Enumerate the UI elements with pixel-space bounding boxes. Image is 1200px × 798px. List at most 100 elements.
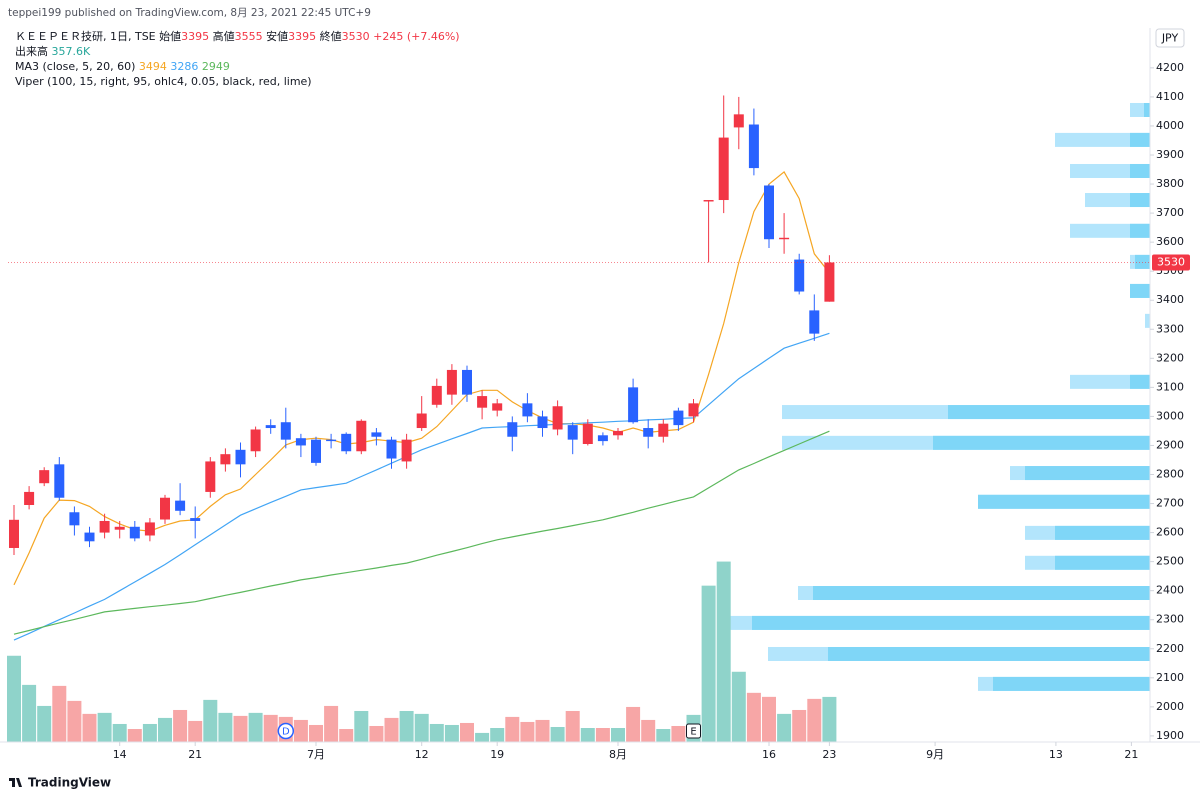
candle-body	[688, 403, 699, 417]
profile-up	[1130, 223, 1150, 238]
candle-body	[205, 461, 216, 492]
header-viper: Viper (100, 15, right, 95, ohlc4, 0.05, …	[15, 75, 312, 88]
y-tick-label: 2900	[1156, 438, 1184, 451]
profile-up	[752, 615, 1150, 630]
profile-total	[1055, 132, 1150, 147]
candle-body	[69, 512, 80, 526]
candle-body	[809, 310, 820, 334]
volume-bar	[22, 684, 37, 742]
volume-bar	[263, 714, 278, 742]
event-label: D	[282, 727, 290, 738]
y-tick-label: 3800	[1156, 177, 1184, 190]
candle-body	[507, 422, 518, 437]
volume-bar	[762, 696, 776, 742]
x-tick-label: 19	[490, 748, 504, 761]
y-tick-label: 3200	[1156, 351, 1184, 364]
candle-body	[39, 470, 50, 484]
volume-bar	[746, 692, 761, 742]
volume-bar	[112, 723, 127, 742]
x-tick-label: 16	[762, 748, 776, 761]
profile-up	[1144, 102, 1150, 117]
y-tick-label: 2600	[1156, 526, 1184, 539]
volume-bar	[460, 722, 474, 742]
x-tick-label: 21	[1124, 748, 1138, 761]
candle-body	[582, 423, 593, 445]
y-tick-label: 3900	[1156, 148, 1184, 161]
event-label: E	[690, 727, 696, 738]
candle-body	[311, 439, 321, 463]
x-tick-label: 9月	[926, 748, 944, 761]
profile-up	[1055, 555, 1150, 570]
volume-bar	[127, 729, 142, 742]
y-tick-label: 2300	[1156, 613, 1184, 626]
candle-body	[341, 433, 352, 452]
volume-bar	[52, 685, 67, 742]
y-tick-label: 4000	[1156, 119, 1184, 132]
candle-body	[190, 518, 201, 521]
candle-body	[371, 432, 382, 437]
candle-body	[477, 396, 488, 408]
y-tick-label: 2400	[1156, 584, 1184, 597]
profile-up	[828, 646, 1150, 661]
candle-body	[99, 520, 110, 533]
volume-bar	[671, 725, 686, 742]
candle-body	[9, 519, 19, 548]
candle-body	[250, 429, 261, 452]
candle-body	[764, 185, 774, 240]
volume-bar	[444, 724, 459, 742]
volume-bar	[7, 655, 21, 742]
profile-up	[1130, 193, 1150, 208]
x-tick-label: 7月	[307, 748, 325, 761]
y-tick-label: 4200	[1156, 61, 1184, 74]
volume-bar	[611, 728, 625, 742]
y-tick-label: 3700	[1156, 206, 1184, 219]
candle-body	[462, 369, 472, 395]
volume-bar	[248, 712, 263, 742]
candle-body	[537, 416, 548, 429]
volume-bar	[158, 717, 172, 742]
volume-bar	[641, 719, 656, 742]
x-tick-label: 8月	[609, 748, 627, 761]
currency-box[interactable]	[1155, 28, 1185, 48]
currency[interactable]: JPY	[1161, 32, 1179, 45]
profile-up	[1055, 525, 1150, 540]
candle-body	[144, 522, 155, 536]
candle-body	[748, 124, 759, 169]
footer-text: TradingView	[28, 776, 111, 790]
candle-body	[597, 435, 608, 442]
volume-bar	[324, 705, 339, 742]
profile-up	[1130, 283, 1150, 298]
y-tick-label: 1900	[1156, 729, 1184, 742]
candle-body	[643, 428, 654, 437]
published: teppei199 published on TradingView.com, …	[8, 7, 371, 19]
last-price-tag	[1152, 254, 1190, 271]
profile-up	[1025, 466, 1150, 481]
event-marker	[277, 722, 295, 740]
y-tick-label: 4100	[1156, 90, 1184, 103]
candle-body	[733, 114, 744, 128]
footer-logo: TradingView	[9, 776, 111, 790]
candle-body	[54, 464, 65, 498]
candle-body	[326, 439, 337, 442]
candle-body	[567, 425, 578, 440]
profile-up	[1130, 374, 1150, 389]
y-tick-label: 2700	[1156, 497, 1184, 510]
volume-bar	[309, 724, 323, 742]
volume-bar	[369, 725, 384, 742]
volume-bar	[429, 723, 444, 742]
candle-body	[295, 438, 306, 446]
volume-bar	[535, 719, 550, 742]
event-marker	[686, 723, 701, 739]
volume-bar	[82, 713, 97, 742]
volume-bar	[142, 723, 157, 742]
candle-body	[673, 410, 684, 426]
candle-body	[658, 423, 669, 437]
profile-up	[933, 435, 1150, 450]
profile-up	[993, 676, 1150, 691]
y-tick-label: 2000	[1156, 700, 1184, 713]
volume-bar	[580, 728, 595, 742]
volume-bar	[656, 729, 671, 742]
volume-bar	[520, 721, 535, 742]
candle-body	[613, 430, 623, 436]
